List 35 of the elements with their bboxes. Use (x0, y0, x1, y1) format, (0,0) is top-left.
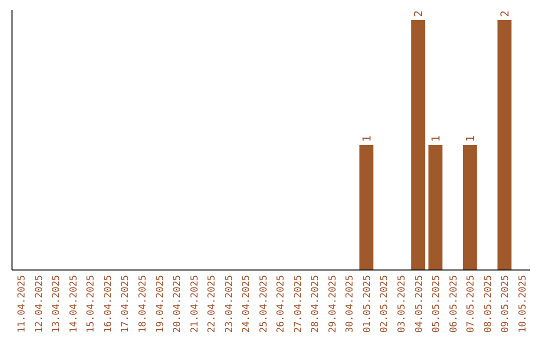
x-tick-label: 22.04.2025 (206, 275, 218, 333)
data-label: 2 (412, 10, 426, 17)
x-tick-label: 23.04.2025 (224, 275, 235, 333)
data-label: 2 (498, 10, 512, 17)
x-tick-label: 16.04.2025 (102, 275, 114, 333)
x-tick-label: 11.04.2025 (16, 275, 28, 333)
x-tick-label: 26.04.2025 (276, 275, 287, 333)
x-tick-label: 14.04.2025 (68, 275, 80, 333)
x-tick-label: 03.05.2025 (396, 275, 408, 333)
x-tick-label: 19.04.2025 (154, 275, 166, 333)
x-tick-label: 08.05.2025 (482, 275, 494, 333)
x-tick-label: 01.05.2025 (362, 275, 373, 333)
data-label: 1 (429, 135, 442, 142)
x-tick-label: 24.04.2025 (241, 275, 252, 333)
x-tick-label: 27.04.2025 (292, 275, 304, 333)
x-tick-label: 30.04.2025 (344, 275, 356, 333)
x-tick-label: 06.05.2025 (448, 275, 460, 333)
x-tick-label: 29.04.2025 (327, 275, 338, 333)
x-tick-label: 13.04.2025 (51, 275, 62, 333)
x-tick-label: 07.05.2025 (466, 275, 477, 333)
x-tick-label: 05.05.2025 (431, 275, 442, 333)
x-tick-label: 04.05.2025 (414, 275, 425, 333)
x-tick-label: 21.04.2025 (189, 275, 200, 333)
x-tick-label: 25.04.2025 (258, 275, 270, 333)
x-tick-label: 20.04.2025 (172, 275, 184, 333)
x-tick-label: 10.05.2025 (517, 275, 528, 333)
x-tick-label: 09.05.2025 (500, 275, 512, 333)
x-tick-label: 17.04.2025 (120, 275, 132, 333)
data-label: 1 (464, 135, 477, 142)
data-label: 1 (360, 135, 374, 142)
x-tick-label: 28.04.2025 (310, 275, 322, 333)
x-tick-label: 18.04.2025 (138, 275, 148, 333)
x-tick-label: 02.05.2025 (379, 275, 390, 333)
x-tick-label: 15.04.2025 (86, 275, 97, 333)
x-tick-label: 12.04.2025 (34, 275, 45, 333)
